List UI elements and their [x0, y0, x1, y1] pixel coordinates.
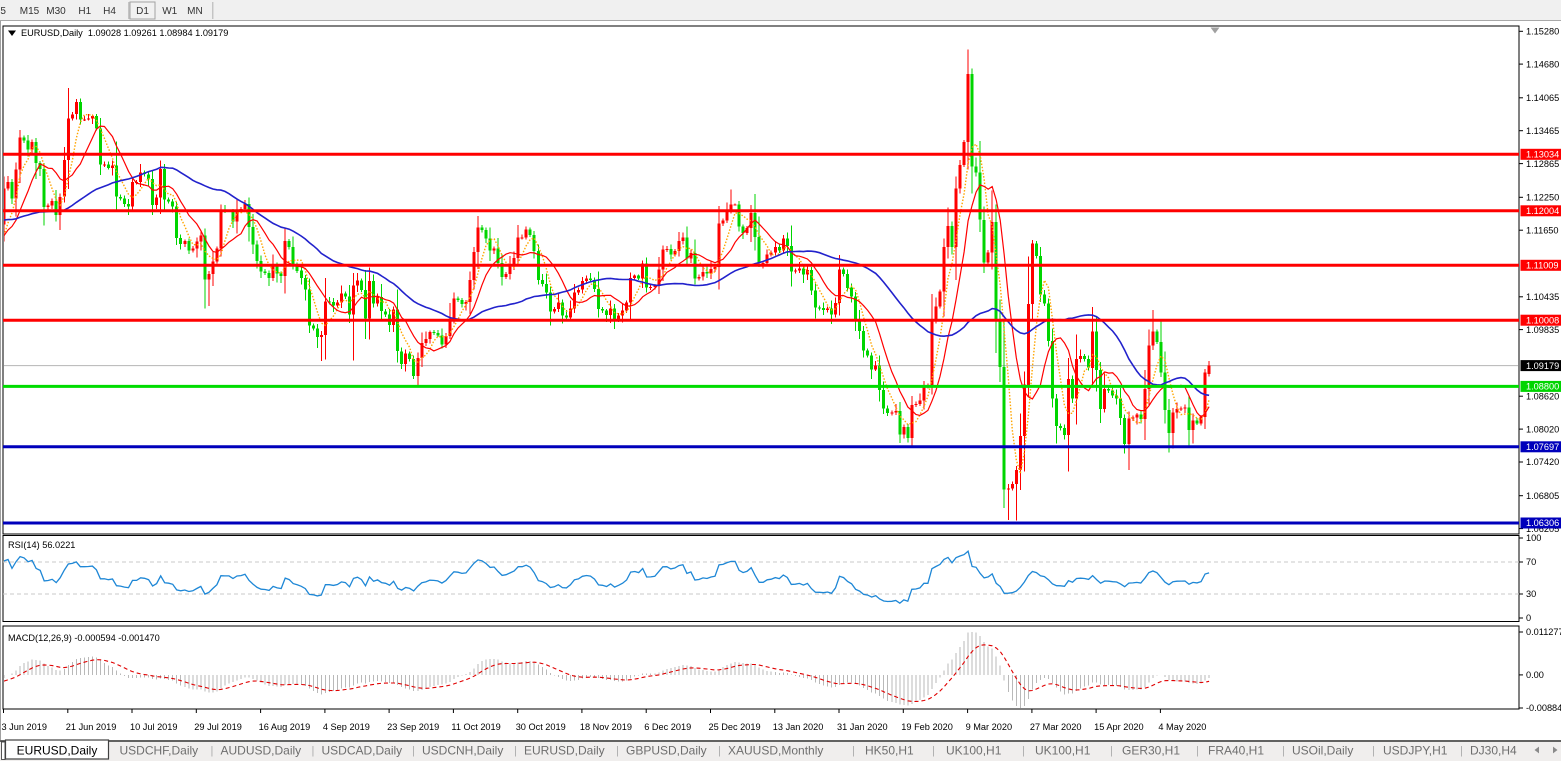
svg-text:MACD(12,26,9) -0.000594 -0.001: MACD(12,26,9) -0.000594 -0.001470 — [8, 633, 160, 643]
svg-text:|: | — [1460, 745, 1463, 757]
svg-text:|: | — [1282, 745, 1285, 757]
svg-text:|: | — [852, 745, 855, 757]
svg-text:UK100,H1: UK100,H1 — [946, 744, 1002, 758]
svg-text:|: | — [932, 745, 935, 757]
svg-text:1.09179: 1.09179 — [1526, 361, 1559, 371]
svg-text:|: | — [616, 745, 619, 757]
svg-text:0: 0 — [1526, 613, 1531, 623]
svg-text:M30: M30 — [46, 6, 66, 17]
svg-text:|: | — [211, 745, 214, 757]
svg-text:19 Feb 2020: 19 Feb 2020 — [901, 722, 953, 732]
svg-text:21 Jun 2019: 21 Jun 2019 — [66, 722, 117, 732]
svg-text:EURUSD,Daily: EURUSD,Daily — [524, 744, 605, 758]
svg-text:H4: H4 — [103, 6, 116, 17]
svg-text:1.06306: 1.06306 — [1526, 518, 1559, 528]
svg-text:30 Oct 2019: 30 Oct 2019 — [516, 722, 566, 732]
svg-text:EURUSD,Daily 1.09028 1.09261: EURUSD,Daily 1.09028 1.09261 1.08984 1.0… — [21, 28, 228, 38]
svg-text:29 Jul 2019: 29 Jul 2019 — [194, 722, 242, 732]
svg-text:1.12865: 1.12865 — [1526, 159, 1559, 169]
svg-text:|: | — [1372, 745, 1375, 757]
svg-text:16 Aug 2019: 16 Aug 2019 — [259, 722, 311, 732]
svg-text:18 Nov 2019: 18 Nov 2019 — [580, 722, 632, 732]
svg-text:4 May 2020: 4 May 2020 — [1158, 722, 1206, 732]
svg-text:D1: D1 — [136, 6, 149, 17]
svg-text:1.08020: 1.08020 — [1526, 424, 1559, 434]
svg-text:9 Mar 2020: 9 Mar 2020 — [966, 722, 1012, 732]
svg-text:M5: M5 — [0, 6, 6, 17]
svg-text:1.14680: 1.14680 — [1526, 59, 1559, 69]
svg-text:|: | — [514, 745, 517, 757]
svg-text:USDCHF,Daily: USDCHF,Daily — [120, 744, 199, 758]
svg-text:AUDUSD,Daily: AUDUSD,Daily — [221, 744, 302, 758]
svg-text:USDCNH,Daily: USDCNH,Daily — [422, 744, 503, 758]
svg-text:USDJPY,H1: USDJPY,H1 — [1383, 744, 1448, 758]
svg-text:70: 70 — [1526, 557, 1536, 567]
svg-text:6 Dec 2019: 6 Dec 2019 — [644, 722, 691, 732]
svg-text:0.00: 0.00 — [1526, 670, 1544, 680]
svg-text:11 Oct 2019: 11 Oct 2019 — [451, 722, 500, 732]
svg-text:XAUUSD,Monthly: XAUUSD,Monthly — [728, 744, 823, 758]
svg-text:MN: MN — [187, 6, 203, 17]
svg-text:0.011277: 0.011277 — [1526, 627, 1561, 637]
svg-text:USOil,Daily: USOil,Daily — [1292, 744, 1353, 758]
svg-text:1.06205: 1.06205 — [1526, 524, 1559, 534]
svg-text:-0.008845: -0.008845 — [1526, 703, 1561, 713]
svg-text:EURUSD,Daily: EURUSD,Daily — [17, 744, 98, 758]
svg-text:1.13034: 1.13034 — [1526, 150, 1559, 160]
svg-text:3 Jun 2019: 3 Jun 2019 — [2, 722, 47, 732]
svg-text:1.13465: 1.13465 — [1526, 126, 1559, 136]
svg-text:15 Apr 2020: 15 Apr 2020 — [1094, 722, 1144, 732]
svg-text:1.06805: 1.06805 — [1526, 491, 1559, 501]
svg-text:30: 30 — [1526, 589, 1536, 599]
svg-text:1.11009: 1.11009 — [1526, 261, 1559, 271]
svg-text:H1: H1 — [78, 6, 91, 17]
svg-text:|: | — [718, 745, 721, 757]
svg-text:13 Jan 2020: 13 Jan 2020 — [773, 722, 824, 732]
svg-text:|: | — [1022, 745, 1025, 757]
svg-text:DJ30,H4: DJ30,H4 — [1470, 744, 1517, 758]
svg-text:1.07420: 1.07420 — [1526, 457, 1559, 467]
svg-text:10 Jul 2019: 10 Jul 2019 — [130, 722, 178, 732]
svg-text:1.07697: 1.07697 — [1526, 442, 1559, 452]
svg-text:1.15280: 1.15280 — [1526, 27, 1559, 37]
svg-text:1.10008: 1.10008 — [1526, 315, 1559, 325]
svg-text:27 Mar 2020: 27 Mar 2020 — [1030, 722, 1082, 732]
svg-text:|: | — [1110, 745, 1113, 757]
svg-text:1.12004: 1.12004 — [1526, 206, 1559, 216]
svg-text:|: | — [312, 745, 315, 757]
svg-text:1.10435: 1.10435 — [1526, 292, 1559, 302]
svg-text:1.08620: 1.08620 — [1526, 391, 1559, 401]
svg-text:1.14065: 1.14065 — [1526, 93, 1559, 103]
svg-text:1.08800: 1.08800 — [1526, 382, 1559, 392]
svg-text:|: | — [1196, 745, 1199, 757]
svg-text:HK50,H1: HK50,H1 — [865, 744, 914, 758]
svg-text:1.11650: 1.11650 — [1526, 225, 1559, 235]
svg-text:31 Jan 2020: 31 Jan 2020 — [837, 722, 888, 732]
svg-text:RSI(14) 56.0221: RSI(14) 56.0221 — [8, 540, 75, 550]
svg-text:GER30,H1: GER30,H1 — [1122, 744, 1180, 758]
svg-text:UK100,H1: UK100,H1 — [1035, 744, 1091, 758]
svg-text:GBPUSD,Daily: GBPUSD,Daily — [626, 744, 707, 758]
svg-text:25 Dec 2019: 25 Dec 2019 — [709, 722, 761, 732]
svg-text:4 Sep 2019: 4 Sep 2019 — [323, 722, 370, 732]
svg-text:M15: M15 — [20, 6, 40, 17]
svg-text:|: | — [412, 745, 415, 757]
svg-text:W1: W1 — [162, 6, 177, 17]
svg-text:1.09835: 1.09835 — [1526, 325, 1559, 335]
svg-text:23 Sep 2019: 23 Sep 2019 — [387, 722, 439, 732]
svg-text:USDCAD,Daily: USDCAD,Daily — [322, 744, 403, 758]
svg-text:100: 100 — [1526, 533, 1541, 543]
svg-text:1.12250: 1.12250 — [1526, 193, 1559, 203]
svg-text:FRA40,H1: FRA40,H1 — [1208, 744, 1264, 758]
